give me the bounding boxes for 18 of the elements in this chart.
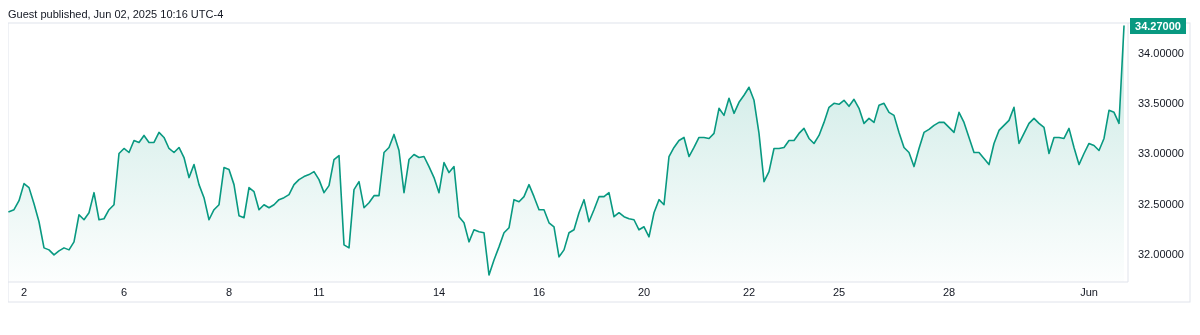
x-tick-label: 14 bbox=[432, 286, 446, 298]
y-tick-label: 33.50000 bbox=[1138, 97, 1184, 110]
x-tick-label: 28 bbox=[942, 286, 956, 298]
x-tick-label: 25 bbox=[832, 286, 846, 298]
y-tick-label: 33.00000 bbox=[1138, 147, 1184, 160]
x-tick-label: 16 bbox=[532, 286, 546, 298]
x-tick-label: 11 bbox=[313, 286, 325, 298]
x-tick-label: 2 bbox=[20, 286, 28, 298]
text: 34.27000 bbox=[1135, 19, 1181, 32]
y-tick-label: 32.50000 bbox=[1138, 197, 1184, 210]
chart-title: Guest published, Jun 02, 2025 10:16 UTC-4 bbox=[8, 8, 224, 20]
x-tick-label: 8 bbox=[225, 286, 233, 298]
y-tick-label: 34.00000 bbox=[1138, 46, 1184, 59]
x-tick-label: 6 bbox=[120, 286, 128, 298]
y-tick-label: 32.00000 bbox=[1138, 247, 1184, 260]
x-tick-label: 22 bbox=[742, 286, 756, 298]
x-tick-label: Jun bbox=[1080, 286, 1098, 298]
x-tick-label: 20 bbox=[637, 286, 651, 298]
